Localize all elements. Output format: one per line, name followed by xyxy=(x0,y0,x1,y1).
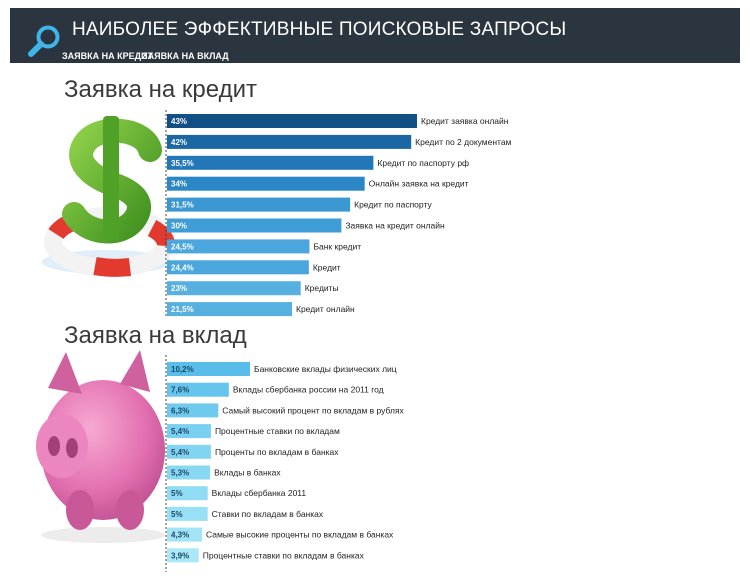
category-label: Кредит по 2 документам xyxy=(415,137,511,147)
bar xyxy=(167,424,211,439)
category-label: Кредит по паспорту рф xyxy=(377,158,469,168)
category-label: Заявка на кредит онлайн xyxy=(345,221,445,231)
category-label: Самый высокий процент по вкладам в рубля… xyxy=(222,405,404,415)
category-label: Банковские вклады физических лиц xyxy=(254,364,397,374)
credit-section-title: Заявка на кредит xyxy=(64,76,257,103)
bar xyxy=(167,197,351,212)
dollar-lifebuoy-illustration xyxy=(42,116,176,277)
category-label: Процентные ставки по вкладам xyxy=(215,426,340,436)
bar-value-label: 5,4% xyxy=(171,427,189,436)
bar xyxy=(167,114,417,128)
bar xyxy=(167,548,199,563)
bar xyxy=(167,403,219,418)
bar-value-label: 42% xyxy=(171,138,187,147)
link-credit-application[interactable]: ЗАЯВКА НА КРЕДИТ xyxy=(62,51,153,61)
category-label: Проценты по вкладам в банках xyxy=(215,447,339,457)
bar xyxy=(167,486,208,501)
bar-value-label: 31,5% xyxy=(171,201,194,210)
bar xyxy=(167,506,208,521)
category-label: Вклады сбербанка россии на 2011 год xyxy=(233,385,384,395)
bar-value-label: 24,5% xyxy=(171,242,194,251)
link-deposit-application[interactable]: ЗАЯВКА НА ВКЛАД xyxy=(142,51,229,61)
bar-value-label: 30% xyxy=(171,222,187,231)
bar xyxy=(167,218,342,233)
header-bar: НАИБОЛЕЕ ЭФФЕКТИВНЫЕ ПОИСКОВЫЕ ЗАПРОСЫ З… xyxy=(10,8,740,63)
bar xyxy=(167,302,292,317)
bar xyxy=(167,527,202,542)
bar xyxy=(167,382,229,397)
bar-value-label: 23% xyxy=(171,284,187,293)
category-label: Кредит онлайн xyxy=(296,304,355,314)
bar-value-label: 4,3% xyxy=(171,531,189,540)
bar xyxy=(167,260,309,275)
category-label: Кредит по паспорту xyxy=(354,200,432,210)
bar xyxy=(167,155,374,170)
bar-value-label: 5% xyxy=(171,489,183,498)
search-icon xyxy=(28,25,60,57)
category-label: Вклады сбербанка 2011 xyxy=(212,488,307,498)
bar-value-label: 34% xyxy=(171,180,187,189)
category-label: Процентные ставки по вкладам в банках xyxy=(203,550,365,560)
bar-value-label: 10,2% xyxy=(171,365,194,374)
bar-value-label: 5% xyxy=(171,510,183,519)
bar-value-label: 21,5% xyxy=(171,305,194,314)
page-title: НАИБОЛЕЕ ЭФФЕКТИВНЫЕ ПОИСКОВЫЕ ЗАПРОСЫ xyxy=(72,19,567,40)
deposit-section-title: Заявка на вклад xyxy=(64,322,247,349)
bar xyxy=(167,134,412,149)
bar-value-label: 24,4% xyxy=(171,263,194,272)
bar-value-label: 6,3% xyxy=(171,406,189,415)
category-label: Ставки по вкладам в банках xyxy=(212,509,324,519)
category-label: Вклады в банках xyxy=(214,468,281,478)
category-label: Кредит заявка онлайн xyxy=(421,116,509,126)
bar-value-label: 43% xyxy=(171,117,187,126)
category-label: Кредиты xyxy=(305,283,339,293)
category-label: Банк кредит xyxy=(313,241,361,251)
bar xyxy=(167,362,250,376)
bar-value-label: 7,6% xyxy=(171,386,189,395)
bar xyxy=(167,239,310,254)
bar xyxy=(167,281,301,296)
bar xyxy=(167,444,211,459)
bar xyxy=(167,176,365,191)
credit-bar-group: 43% Кредит заявка онлайн 42% Кредит по 2 до… xyxy=(167,114,512,317)
bar xyxy=(167,465,211,480)
category-label: Кредит xyxy=(313,262,341,272)
bar-value-label: 5,3% xyxy=(171,469,189,478)
bar-value-label: 3,9% xyxy=(171,551,189,560)
category-label: Самые высокие проценты по вкладам в банк… xyxy=(206,530,394,540)
category-label: Онлайн заявка на кредит xyxy=(369,179,469,189)
bar-value-label: 35,5% xyxy=(171,159,194,168)
deposit-bar-group: 10,2% Банковские вклады физических лиц 7,6… xyxy=(167,362,405,563)
piggy-bank-illustration xyxy=(36,350,165,543)
bar-value-label: 5,4% xyxy=(171,448,189,457)
